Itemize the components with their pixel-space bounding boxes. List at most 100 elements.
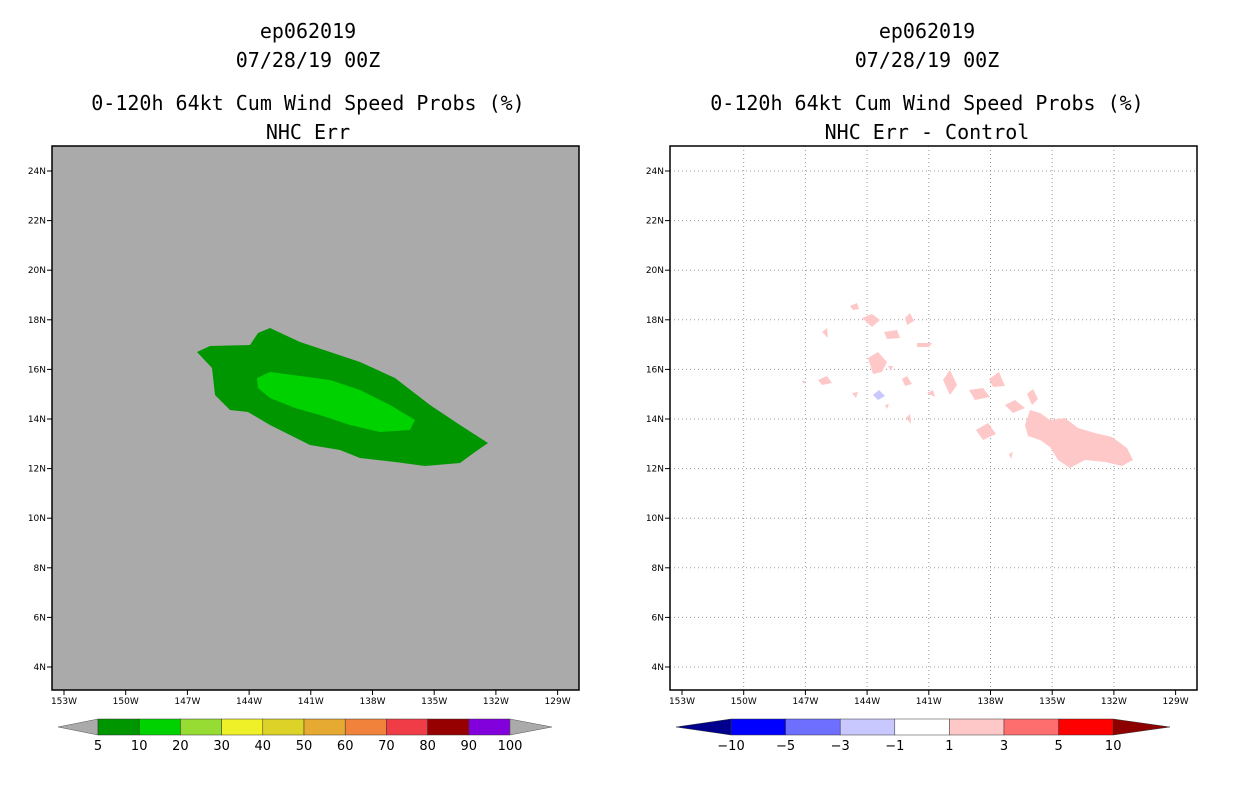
right-panel: ep062019 07/28/19 00Z 0-120h 64kt Cum Wi… xyxy=(646,19,1198,754)
right-region-pos-12 xyxy=(943,370,957,395)
left-colorbar-label: 80 xyxy=(419,739,436,754)
left-colorbar-box xyxy=(221,718,264,736)
left-colorbar-box xyxy=(262,718,305,736)
left-x-tick-label: 138W xyxy=(359,697,385,707)
left-subtitle: NHC Err xyxy=(266,120,350,144)
left-colorbar-label: 60 xyxy=(337,739,354,754)
left-colorbar-box xyxy=(344,718,387,736)
right-colorbar-label: 3 xyxy=(1000,739,1008,754)
left-colorbar-label: 100 xyxy=(498,739,523,754)
left-storm-id: ep062019 xyxy=(260,19,356,43)
right-region-pos-15 xyxy=(927,390,935,397)
right-colorbar-box xyxy=(785,718,841,736)
left-colorbar-label: 40 xyxy=(255,739,272,754)
left-colorbar-label: 10 xyxy=(131,739,148,754)
right-region-pos-14 xyxy=(969,388,990,400)
left-colorbar-box xyxy=(386,718,428,736)
right-region-pos-5 xyxy=(884,330,900,339)
right-region-pos-3 xyxy=(905,313,914,325)
right-region-pos-20 xyxy=(906,414,911,424)
right-y-tick-label: 14N xyxy=(646,415,664,425)
left-x-tick-label: 147W xyxy=(174,697,200,707)
right-y-tick-label: 12N xyxy=(646,465,664,475)
left-colorbar-box xyxy=(468,718,511,736)
right-x-tick-label: 147W xyxy=(792,697,818,707)
right-datetime: 07/28/19 00Z xyxy=(855,48,1000,72)
right-x-tick-label: 138W xyxy=(977,697,1003,707)
right-colorbar: −10 −5 −3 −1 1 3 5 10 xyxy=(675,718,1171,754)
right-y-tick-label: 8N xyxy=(652,564,664,574)
left-y-tick-label: 18N xyxy=(28,316,46,326)
right-colorbar-label: −10 xyxy=(717,739,744,754)
left-x-tick-label: 141W xyxy=(298,697,324,707)
right-region-pos-17 xyxy=(1027,389,1038,405)
right-colorbar-box xyxy=(949,718,1005,736)
left-y-tick-label: 14N xyxy=(28,415,46,425)
right-region-pos-22 xyxy=(1009,452,1013,459)
right-colorbar-box xyxy=(730,718,786,736)
left-colorbar-label: 50 xyxy=(296,739,313,754)
right-x-tick-label: 135W xyxy=(1039,697,1065,707)
right-region-pos-11 xyxy=(902,376,912,386)
right-x-tick-label: 144W xyxy=(854,697,880,707)
left-colorbar-label: 20 xyxy=(172,739,189,754)
right-y-tick-label: 22N xyxy=(646,217,664,227)
left-datetime: 07/28/19 00Z xyxy=(236,48,381,72)
left-x-tick-label: 144W xyxy=(236,697,262,707)
left-colorbar-label: 70 xyxy=(378,739,395,754)
right-x-tick-label: 129W xyxy=(1163,697,1189,707)
right-y-tick-label: 20N xyxy=(646,266,664,276)
right-region-pos-10 xyxy=(802,381,806,384)
right-y-tick-label: 16N xyxy=(646,365,664,375)
right-region-pos-13 xyxy=(989,372,1005,387)
left-colorbar-box xyxy=(138,718,181,736)
right-colorbar-label: 10 xyxy=(1105,739,1122,754)
left-colorbar-label: 30 xyxy=(213,739,230,754)
left-colorbar: 5 10 20 30 40 50 60 70 80 90 100 xyxy=(57,718,553,754)
right-colorbar-label: 5 xyxy=(1054,739,1062,754)
right-y-tick-label: 4N xyxy=(652,663,664,673)
right-colorbar-high-arrow xyxy=(1112,718,1171,736)
right-x-tick-label: 141W xyxy=(916,697,942,707)
right-region-pos-9 xyxy=(818,376,832,385)
left-y-tick-label: 8N xyxy=(34,564,46,574)
left-x-tick-label: 150W xyxy=(113,697,139,707)
right-region-pos-16 xyxy=(852,392,858,398)
left-colorbar-low-arrow xyxy=(57,718,99,736)
right-region-pos-1 xyxy=(850,303,859,310)
left-colorbar-label: 5 xyxy=(94,739,102,754)
right-x-axis: 153W 150W 147W 144W 141W 138W 135W 132W 129W xyxy=(669,690,1189,707)
left-x-tick-label: 132W xyxy=(483,697,509,707)
right-storm-id: ep062019 xyxy=(879,19,975,43)
right-region-pos-18 xyxy=(1005,400,1025,413)
left-x-tick-label: 129W xyxy=(545,697,571,707)
left-colorbar-box xyxy=(427,718,470,736)
right-title: 0-120h 64kt Cum Wind Speed Probs (%) xyxy=(710,91,1143,115)
left-y-tick-label: 10N xyxy=(28,514,46,524)
right-y-axis: 24N 22N 20N 18N 16N 14N 12N 10N 8N 6N 4N xyxy=(646,167,670,673)
right-region-pos-8 xyxy=(888,366,893,371)
left-colorbar-label: 90 xyxy=(461,739,478,754)
right-x-tick-label: 153W xyxy=(669,697,695,707)
left-x-axis: 153W 150W 147W 144W 141W 138W 135W 132W 129W xyxy=(51,690,571,707)
left-colorbar-box xyxy=(180,718,222,736)
right-region-pos-2 xyxy=(862,314,880,327)
right-colorbar-low-arrow xyxy=(675,718,732,736)
right-x-tick-label: 132W xyxy=(1101,697,1127,707)
right-colorbar-box xyxy=(1003,718,1059,736)
right-subtitle: NHC Err - Control xyxy=(825,120,1030,144)
right-region-pos-21 xyxy=(976,423,996,440)
left-x-tick-label: 153W xyxy=(51,697,77,707)
left-title: 0-120h 64kt Cum Wind Speed Probs (%) xyxy=(91,91,524,115)
left-colorbar-box xyxy=(303,718,346,736)
right-region-neg-1 xyxy=(873,390,885,400)
right-gridlines xyxy=(670,146,1197,690)
right-colorbar-label: −3 xyxy=(831,739,850,754)
left-panel: ep062019 07/28/19 00Z 0-120h 64kt Cum Wi… xyxy=(28,19,580,754)
right-region-pos-6 xyxy=(917,343,932,347)
left-region-10-20 xyxy=(257,372,415,432)
right-region-pos-23 xyxy=(1025,410,1133,468)
right-region-pos-7 xyxy=(868,352,887,374)
left-y-tick-label: 4N xyxy=(34,663,46,673)
